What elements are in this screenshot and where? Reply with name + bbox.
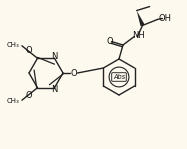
Text: N: N — [51, 52, 58, 61]
Text: CH₃: CH₃ — [6, 98, 19, 104]
Text: O: O — [106, 37, 113, 46]
Polygon shape — [137, 11, 145, 26]
Text: Abs: Abs — [113, 74, 125, 80]
Text: O: O — [25, 46, 32, 55]
Text: CH₃: CH₃ — [6, 42, 19, 48]
Text: NH: NH — [132, 31, 145, 40]
Text: O: O — [71, 69, 77, 77]
Text: O: O — [25, 91, 32, 100]
Text: OH: OH — [159, 14, 172, 23]
Text: N: N — [51, 85, 58, 94]
